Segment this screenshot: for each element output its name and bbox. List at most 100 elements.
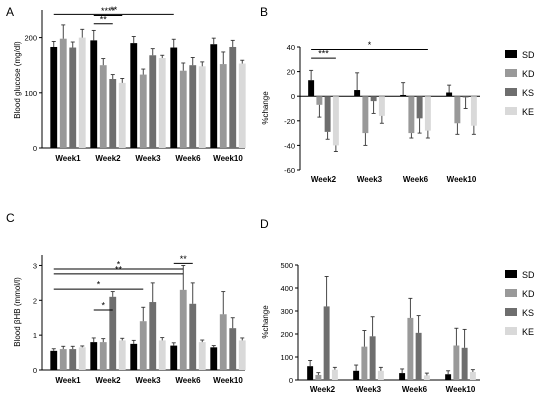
x-tick-label: Week2 [95,154,121,163]
bar-sd [400,94,407,97]
x-tick-label: Week6 [402,385,428,394]
bar-ks [229,46,237,148]
y-tick-label: 3 [33,261,37,270]
x-tick-label: Week3 [356,385,382,394]
y-tick-label: 300 [280,307,293,316]
bar-ks [415,332,422,380]
bar-ke [118,340,126,370]
legend-label: KS [522,88,534,98]
legend-label: SD [522,50,535,60]
legend-label: KD [522,289,535,299]
panel-C: C 0 1 2 3 Blood βHB (mmol/l) Week1 Week2 Week3 We… [6,211,246,385]
x-tick-label: Week6 [175,154,201,163]
bar-ke [332,96,339,146]
bar-kd [139,74,147,148]
x-tick-label: Week2 [310,385,336,394]
legend-label: KE [522,327,534,337]
significance-marker: * [368,40,372,50]
bar-ks [370,96,377,102]
legend-swatch-ks [505,308,517,316]
bar-ks [461,347,468,380]
y-axis-label: Blood glucose (mg/dl) [13,41,22,119]
bar-ks [369,336,376,380]
bar-ke [377,370,384,380]
legend-swatch-kd [505,69,517,77]
bar-ke [423,375,430,380]
bar-sd [308,80,315,97]
panel-letter: B [260,5,268,19]
x-tick-label: Week3 [357,175,383,184]
bar-ks [416,96,423,119]
bar-kd [454,96,461,124]
significance-marker: * [97,280,101,290]
bar-sd [446,92,453,97]
significance-marker: **** [101,6,116,16]
y-tick-label: 100 [24,89,37,98]
legend-label: SD [522,270,535,280]
bar-kd [407,317,414,380]
bar-ke [118,82,126,148]
significance-marker: * [117,259,121,269]
bar-ke [424,96,431,131]
legend-swatch-sd [505,50,517,58]
y-tick-label: 200 [24,34,37,43]
x-tick-label: Week1 [55,376,81,385]
bar-ks [189,303,197,370]
bar-sd [307,366,314,380]
significance-marker: *** [318,49,329,59]
x-tick-label: Week6 [175,376,201,385]
bar-kd [59,349,67,370]
y-axis-label: %change [261,305,270,339]
panel-letter: D [260,217,269,231]
bar-sd [210,347,218,370]
bar-kd [59,38,67,149]
bar-ks [69,349,77,370]
y-tick-label: -20 [284,117,295,126]
y-tick-label: 500 [280,261,293,270]
y-tick-label: 20 [287,68,295,77]
legend-label: KE [522,107,534,117]
bar-kd [179,70,187,148]
bar-ke [78,37,86,148]
bar-ke [470,96,477,126]
x-tick-label: Week10 [446,385,476,394]
bar-ke [331,369,338,380]
bar-ks [323,306,330,380]
x-tick-label: Week10 [447,175,477,184]
x-tick-label: Week2 [311,175,337,184]
bar-kd [179,289,187,370]
bar-ke [378,96,385,116]
legend-label: KS [522,308,534,318]
y-axis-label: Blood βHB (mmol/l) [13,277,22,347]
bar-ks [149,55,157,148]
bar-kd [315,374,322,380]
bar-ke [238,340,246,370]
y-tick-label: 0 [289,376,293,385]
bar-ks [462,96,469,98]
bar-sd [90,342,98,370]
legend-swatch-sd [505,270,517,278]
legend-swatch-ke [505,107,517,115]
x-tick-label: Week2 [95,376,121,385]
bar-sd [130,343,138,370]
significance-marker: ** [180,254,188,264]
bar-kd [453,345,460,380]
x-tick-label: Week6 [403,175,429,184]
x-tick-label: Week1 [55,154,81,163]
bar-kd [408,96,415,134]
legend-swatch-kd [505,289,517,297]
panel-letter: C [6,211,15,225]
y-tick-label: 40 [287,43,295,52]
bar-ke [78,347,86,370]
bar-sd [50,350,58,370]
bar-ke [469,371,476,380]
bar-ke [198,66,206,148]
bar-ke [158,340,166,370]
legend-swatch-ke [505,327,517,335]
bar-sd [90,40,98,148]
bar-sd [354,90,361,97]
panel-D: D 0 100 200 300 400 500 %change Week2 Week3 Week6 W… [260,217,535,394]
y-tick-label: 0 [33,366,37,375]
